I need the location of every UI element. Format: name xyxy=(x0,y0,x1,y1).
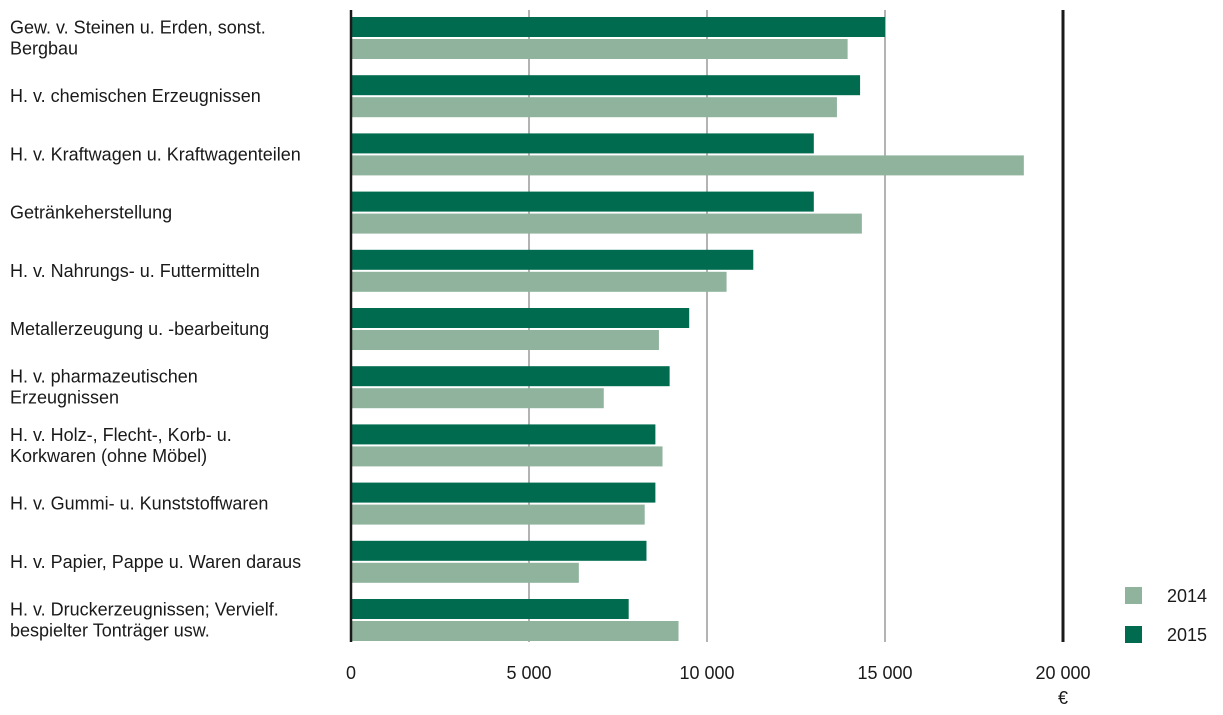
category-label: H. v. Papier, Pappe u. Waren daraus xyxy=(10,552,301,572)
x-tick-labels: 0 5 000 10 000 15 000 20 000 xyxy=(346,663,1091,683)
category-label: H. v. Druckerzeugnissen; Vervielf. bespie… xyxy=(10,600,279,641)
category-label: Metallerzeugung u. -bearbeitung xyxy=(10,319,269,339)
bar-2014 xyxy=(351,213,862,234)
legend: 2014 2015 xyxy=(1125,586,1207,645)
x-tick-label: 20 000 xyxy=(1035,663,1090,683)
bars xyxy=(351,17,1024,641)
category-label: H. v. chemischen Erzeugnissen xyxy=(10,86,261,106)
bar-2014 xyxy=(351,39,848,59)
axis-lines xyxy=(349,10,1065,642)
bar-2014 xyxy=(351,446,663,467)
legend-label: 2015 xyxy=(1167,625,1207,645)
category-label: H. v. Kraftwagen u. Kraftwagenteilen xyxy=(10,144,301,164)
category-label: H. v. pharmazeutischen Erzeugnissen xyxy=(10,367,198,408)
category-label: H. v. Gummi- u. Kunststoffwaren xyxy=(10,494,268,514)
legend-label: 2014 xyxy=(1167,586,1207,606)
legend-swatch-2014 xyxy=(1125,587,1142,604)
bar-2014 xyxy=(351,621,679,641)
category-label: Gew. v. Steinen u. Erden, sonst. Bergbau xyxy=(10,18,266,59)
bar-2015 xyxy=(351,191,814,212)
x-tick-label: 0 xyxy=(346,663,356,683)
bar-2015 xyxy=(351,540,647,561)
bar-2014 xyxy=(351,330,659,350)
bar-2014 xyxy=(351,271,727,292)
bar-2015 xyxy=(351,599,629,619)
bar-2014 xyxy=(351,562,579,583)
bar-2015 xyxy=(351,249,754,270)
bar-2015 xyxy=(351,424,656,445)
x-tick-label: 5 000 xyxy=(506,663,551,683)
bar-2015 xyxy=(351,17,885,37)
bar-2014 xyxy=(351,155,1024,176)
category-labels: Gew. v. Steinen u. Erden, sonst. Bergbau H… xyxy=(10,18,301,641)
x-tick-label: 10 000 xyxy=(679,663,734,683)
bar-2015 xyxy=(351,366,670,387)
unit-label: € xyxy=(1058,688,1068,708)
bar-2015 xyxy=(351,133,814,154)
category-label: H. v. Nahrungs- u. Futtermitteln xyxy=(10,261,260,281)
bar-2014 xyxy=(351,388,604,409)
bar-2015 xyxy=(351,308,690,328)
x-tick-label: 15 000 xyxy=(857,663,912,683)
bar-2015 xyxy=(351,75,861,96)
bar-2014 xyxy=(351,504,645,525)
category-label: H. v. Holz-, Flecht-, Korb- u. Korkwaren … xyxy=(10,425,232,466)
category-label: Getränkeherstellung xyxy=(10,203,172,223)
legend-swatch-2015 xyxy=(1125,626,1142,643)
bar-2014 xyxy=(351,97,837,118)
bar-2015 xyxy=(351,482,656,503)
